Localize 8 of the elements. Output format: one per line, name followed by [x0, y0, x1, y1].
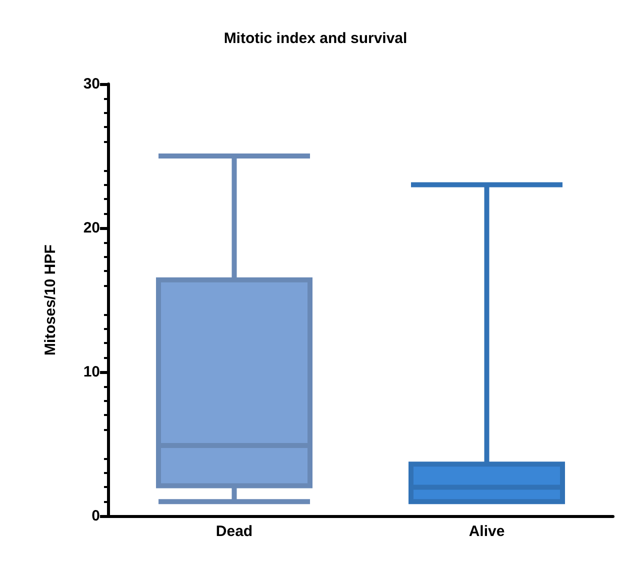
- y-axis-title: Mitoses/10 HPF: [42, 244, 59, 356]
- y-tick-label: 0: [92, 508, 100, 524]
- x-tick-label: Alive: [468, 523, 505, 540]
- y-tick-label: 10: [83, 364, 100, 380]
- y-tick-label: 30: [83, 76, 100, 92]
- chart-title: Mitotic index and survival: [224, 30, 408, 47]
- y-tick-label: 20: [83, 220, 100, 236]
- x-tick-label: Dead: [216, 523, 253, 540]
